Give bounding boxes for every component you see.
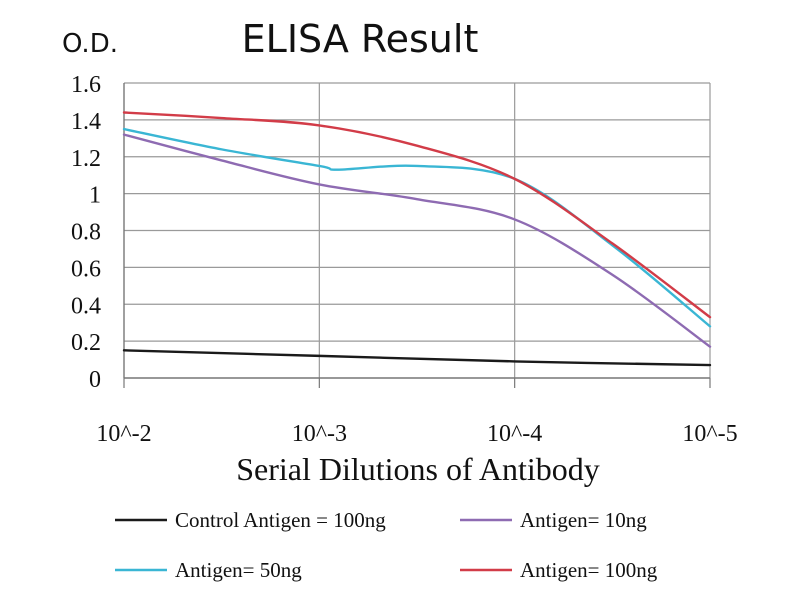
x-tick-label: 10^-2 [96,421,151,447]
y-tick-label: 0.4 [71,293,101,319]
series-line-2 [122,127,712,328]
y-tick-label: 0 [89,367,101,393]
y-tick-label: 1.6 [71,72,101,98]
series-line-0 [122,349,712,367]
y-tick-label: 0.8 [71,220,101,246]
y-tick-label: 0.6 [71,256,101,282]
y-tick-label: 1.2 [71,146,101,172]
legend: Control Antigen = 100ng Antigen= 10ng Anti… [115,508,658,582]
legend-label: Antigen= 50ng [175,558,302,582]
y-tick-label: 1 [89,183,101,209]
x-axis-label: Serial Dilutions of Antibody [236,451,600,487]
legend-label: Antigen= 10ng [520,508,647,532]
grid-lines [124,82,711,378]
x-tick-label: 10^-5 [682,421,737,447]
y-tick-label: 1.4 [71,109,101,135]
legend-label: Antigen= 100ng [520,558,658,582]
series-lines [122,111,712,367]
chart-title: ELISA Result [242,17,479,61]
series-line-1 [122,133,712,348]
axes [123,83,711,388]
x-tick-label: 10^-3 [292,421,347,447]
y-axis-label: O.D. [62,29,118,59]
legend-label: Control Antigen = 100ng [175,508,386,532]
series-line-3 [122,111,712,319]
y-tick-label: 0.2 [71,330,101,356]
x-tick-label: 10^-4 [487,421,542,447]
tick-labels: 0 0.2 0.4 0.6 0.8 1 1.2 1.4 1.6 10^-2 10^-3 10^-4 10… [71,72,738,447]
